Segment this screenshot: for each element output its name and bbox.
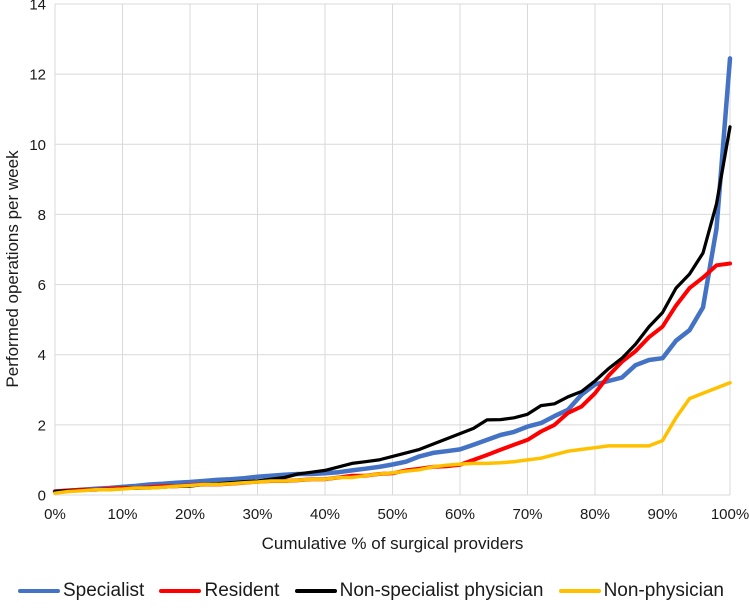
y-tick-label: 2 xyxy=(38,417,46,434)
legend-item-specialist: Specialist xyxy=(18,580,144,602)
y-tick-label: 4 xyxy=(38,347,46,364)
x-tick-label: 60% xyxy=(445,506,475,523)
y-tick-label: 12 xyxy=(29,67,46,84)
legend-item-non-physician: Non-physician xyxy=(558,580,724,602)
legend-label-resident: Resident xyxy=(204,580,280,601)
y-axis-title: Performed operations per week xyxy=(3,150,22,388)
legend-label-non-specialist-physician: Non-specialist physician xyxy=(339,580,544,601)
legend-swatch-resident-line xyxy=(159,589,202,593)
y-tick-label: 0 xyxy=(38,488,46,505)
y-tick-label: 10 xyxy=(29,137,46,154)
legend-swatch-specialist-line xyxy=(18,589,60,593)
y-tick-label: 14 xyxy=(29,0,46,14)
series-line-non-physician xyxy=(53,381,732,495)
x-tick-label: 50% xyxy=(377,506,407,523)
y-tick-label: 8 xyxy=(38,207,46,224)
y-tick-label: 6 xyxy=(38,277,46,294)
x-tick-label: 30% xyxy=(242,506,272,523)
legend: Specialist Resident Non-specialist physi… xyxy=(18,579,724,603)
x-tick-label: 0% xyxy=(44,506,66,523)
x-tick-label: 100% xyxy=(711,506,749,523)
legend-label-specialist: Specialist xyxy=(63,580,145,601)
x-tick-label: 70% xyxy=(512,506,542,523)
legend-item-non-specialist-physician: Non-specialist physician xyxy=(294,580,544,602)
series-line-specialist xyxy=(52,56,733,494)
x-axis-title: Cumulative % of surgical providers xyxy=(261,534,524,553)
legend-swatch-non-specialist-physician-line xyxy=(294,589,337,593)
x-tick-label: 80% xyxy=(580,506,610,523)
legend-label-non-physician: Non-physician xyxy=(603,580,724,601)
legend-swatch-non-physician-line xyxy=(558,589,601,593)
x-tick-label: 90% xyxy=(647,506,677,523)
x-tick-label: 40% xyxy=(310,506,340,523)
x-tick-label: 10% xyxy=(107,506,137,523)
legend-item-resident: Resident xyxy=(159,580,279,602)
x-tick-label: 20% xyxy=(175,506,205,523)
plot-area: 0 2 4 6 8 10 12 14 0% 10% 20% 30% 40% 50% 60% 70% 80% 90%… xyxy=(29,0,749,523)
